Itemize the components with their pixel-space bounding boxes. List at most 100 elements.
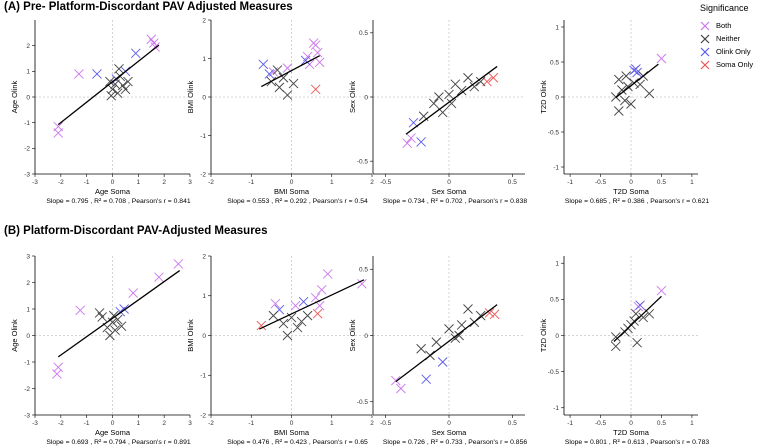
x-tick-label: 0: [629, 179, 633, 186]
data-point: [390, 375, 401, 386]
data-point: [282, 90, 293, 100]
x-tick-label: 1: [690, 420, 694, 427]
data-point: [454, 330, 464, 341]
regression-line: [613, 295, 662, 342]
legend-label-both: Both: [716, 21, 732, 30]
data-point: [278, 318, 289, 329]
legend-marker-olink-only: [700, 47, 710, 56]
y-axis-label: Age Olink: [10, 319, 19, 352]
data-point: [656, 285, 667, 296]
y-tick-label: 0.5: [550, 297, 559, 304]
data-point: [52, 369, 62, 379]
data-point: [489, 309, 500, 320]
y-tick-label: -2: [200, 171, 206, 178]
data-point: [123, 76, 133, 87]
y-tick-label: -0.5: [357, 399, 369, 406]
data-point: [322, 269, 333, 279]
section-b-title: (B) Platform-Discordant PAV-Adjusted Mea…: [4, 225, 268, 237]
data-point: [463, 72, 473, 83]
data-point: [130, 48, 141, 59]
scatter-sex-pre: -0.5 0 0.5 -0.5 0 0.5 Sex Soma Sex Olink Slope =…: [348, 20, 527, 205]
regression-line: [261, 55, 320, 88]
x-tick-label: 0: [447, 420, 451, 427]
data-point: [617, 85, 627, 95]
scatter-age-pre: -3 -2 -1 0 1 2 3 -3 -2 -1 0 1 2 Age Soma Age Olink Slop…: [10, 20, 192, 205]
x-tick-label: 0.5: [508, 179, 517, 186]
y-axis-label: Age Olink: [10, 80, 19, 113]
x-tick-label: -2: [58, 420, 64, 427]
regression-line: [395, 304, 498, 383]
x-tick-label: 3: [188, 420, 192, 427]
data-point: [274, 82, 285, 93]
y-tick-label: -0.5: [548, 129, 560, 136]
data-point: [264, 69, 275, 79]
x-tick-label: -1: [248, 420, 254, 427]
legend-item-soma-only: Soma Only: [700, 58, 776, 71]
x-axis-label: Sex Soma: [432, 428, 467, 437]
x-tick-label: 1: [330, 179, 334, 186]
x-tick-label: 1: [690, 179, 694, 186]
stats-caption: Slope = 0.726 , R² = 0.733 , Pearson's r…: [383, 439, 528, 446]
legend: Significance Both Neither Olink Only Som…: [700, 3, 776, 71]
x-tick-label: -1: [84, 179, 90, 186]
data-point: [270, 298, 281, 309]
y-axis-label: T2D Olink: [539, 80, 548, 114]
regression-line: [259, 279, 365, 330]
data-point: [312, 308, 323, 319]
y-axis-label: BMI Olink: [186, 81, 195, 114]
data-point: [402, 138, 413, 149]
regression-line: [57, 270, 181, 358]
stats-caption: Slope = 0.476 , R² = 0.423 , Pearson's r…: [227, 439, 368, 446]
data-point: [107, 317, 118, 328]
y-tick-label: 0.5: [359, 30, 368, 37]
data-point: [623, 81, 633, 92]
legend-label-neither: Neither: [716, 34, 741, 43]
data-point: [312, 47, 323, 58]
data-point: [631, 308, 641, 319]
data-point: [635, 300, 645, 310]
data-point: [53, 121, 64, 132]
scatter-bmi-pre: -2 -1 0 1 2 -2 -1 0 1 2 BMI Soma BMI Olink Slope = 0…: [186, 17, 374, 205]
data-point: [288, 78, 299, 89]
data-point: [173, 259, 184, 269]
y-tick-label: -2: [24, 386, 30, 393]
y-tick-label: 1: [26, 69, 30, 76]
x-tick-label: 3: [188, 179, 192, 186]
x-tick-label: -0.5: [595, 179, 607, 186]
data-point: [154, 272, 164, 283]
scatter-bmi-pd: -2 -1 0 1 2 -2 -1 0 1 2 BMI Soma BMI Olink Slope = 0…: [186, 253, 374, 446]
scatter-t2d-pre: -1 -0.5 0 0.5 1 -1 -0.5 0 0.5 1 T2D Soma T2D Olink S…: [539, 20, 709, 205]
data-point: [278, 72, 289, 83]
data-point: [629, 316, 639, 326]
data-point: [613, 106, 624, 116]
x-tick-label: 0.5: [508, 420, 517, 427]
data-point: [53, 362, 64, 373]
y-tick-label: 2: [202, 17, 206, 24]
x-axis-label: T2D Soma: [613, 187, 650, 196]
data-point: [416, 137, 426, 147]
stats-caption: Slope = 0.801 , R² = 0.613 , Pearson's r…: [565, 439, 710, 446]
data-point: [272, 65, 283, 75]
data-point: [632, 337, 642, 348]
regression-line: [57, 44, 160, 126]
data-point: [357, 279, 367, 289]
data-point: [620, 95, 630, 106]
scatter-t2d-pd: -1 -0.5 0 0.5 1 -1 -0.5 0 0.5 1 T2D Soma T2D Olink S…: [539, 256, 709, 446]
x-tick-label: -1: [567, 179, 573, 186]
data-point: [644, 88, 655, 99]
data-point: [310, 84, 321, 95]
data-point: [621, 71, 631, 81]
data-point: [444, 324, 454, 334]
data-point: [258, 59, 269, 70]
data-point: [456, 320, 467, 330]
x-tick-label: 0.5: [657, 420, 666, 427]
data-point: [475, 76, 486, 87]
x-axis-label: BMI Soma: [274, 428, 310, 437]
stats-caption: Slope = 0.553 , R² = 0.292 , Pearson's r…: [227, 198, 368, 205]
x-tick-label: -2: [208, 420, 214, 427]
y-tick-label: 2: [202, 253, 206, 260]
x-tick-label: -0.5: [595, 420, 607, 427]
data-point: [298, 296, 309, 307]
y-tick-label: -1: [200, 373, 206, 380]
data-point: [256, 320, 267, 331]
